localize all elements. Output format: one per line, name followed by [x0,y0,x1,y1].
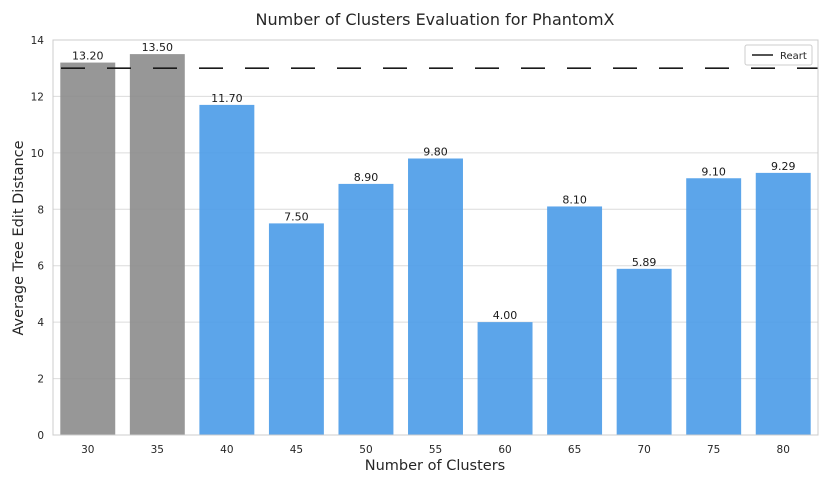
y-tick-label: 0 [37,430,44,442]
bar-value-label: 13.20 [72,50,104,63]
bar [408,158,463,435]
data-labels: 13.20 13.50 11.70 7.50 8.90 9.80 4.00 8.10 5.89 9… [72,41,795,322]
legend-box [744,44,813,66]
bar-value-label: 13.50 [142,41,174,54]
x-tick-label: 50 [359,444,372,456]
x-tick-label: 75 [707,444,720,456]
bar [129,54,185,435]
bar-value-label: 8.90 [354,171,379,184]
bar [686,178,742,435]
x-tick-labels: 30 35 40 45 50 55 60 65 70 75 80 [81,444,790,456]
y-tick-label: 4 [37,317,44,329]
y-tick-label: 2 [37,374,44,386]
bar-value-label: 5.89 [632,256,657,269]
x-tick-label: 65 [568,444,581,456]
x-tick-label: 30 [81,444,94,456]
bar [477,322,533,435]
y-tick-label: 6 [37,261,44,273]
legend-label-reart: Reart [780,51,807,62]
bar [547,206,603,435]
x-tick-label: 35 [151,444,164,456]
bar-value-label: 4.00 [493,309,518,322]
bar [338,183,394,435]
bar [60,62,116,435]
x-tick-label: 45 [290,444,303,456]
y-tick-labels: 0 2 4 6 8 10 12 14 [31,35,45,442]
bars [60,54,811,436]
bar [199,104,255,436]
x-axis-label: Number of Clusters [365,458,505,474]
plot-frame [52,39,819,436]
bar [268,223,324,435]
bar-value-label: 9.80 [423,146,448,159]
y-axis-label: Average Tree Edit Distance [11,140,27,335]
bar-value-label: 11.70 [211,92,243,105]
y-tick-label: 12 [31,91,44,103]
bar-value-label: 9.10 [701,165,726,178]
bar-value-label: 7.50 [284,210,309,223]
chart-title: Number of Clusters Evaluation for Phanto… [255,10,614,29]
bar [616,268,672,435]
y-tick-label: 14 [31,35,45,47]
y-tick-label: 10 [31,148,44,160]
bar [755,172,811,435]
x-tick-label: 70 [637,444,650,456]
x-tick-label: 55 [429,444,442,456]
x-tick-label: 40 [220,444,233,456]
legend: Reart [744,44,813,66]
x-tick-label: 60 [498,444,511,456]
bar-value-label: 8.10 [562,193,587,206]
x-tick-label: 80 [777,444,790,456]
y-tick-label: 8 [37,204,44,216]
bar-value-label: 9.29 [771,160,796,173]
